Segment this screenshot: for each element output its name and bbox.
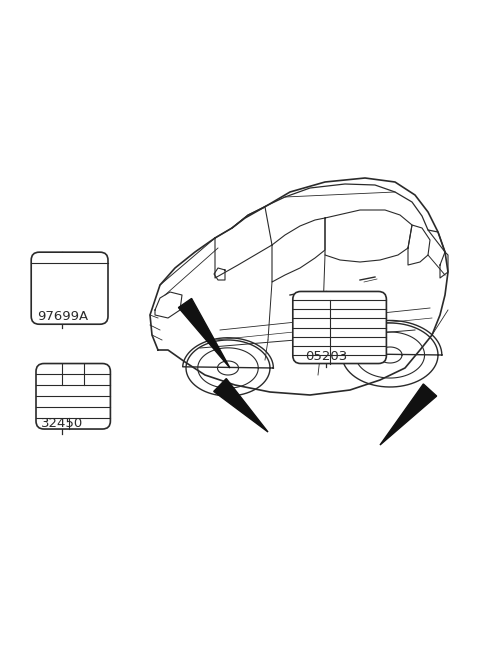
Text: 32450: 32450 bbox=[41, 417, 84, 430]
Polygon shape bbox=[380, 384, 437, 445]
Text: 97699A: 97699A bbox=[37, 310, 88, 324]
Text: 05203: 05203 bbox=[305, 350, 348, 363]
Polygon shape bbox=[179, 299, 230, 368]
FancyBboxPatch shape bbox=[293, 291, 386, 364]
FancyBboxPatch shape bbox=[36, 364, 110, 429]
FancyBboxPatch shape bbox=[31, 252, 108, 324]
Polygon shape bbox=[214, 379, 268, 432]
